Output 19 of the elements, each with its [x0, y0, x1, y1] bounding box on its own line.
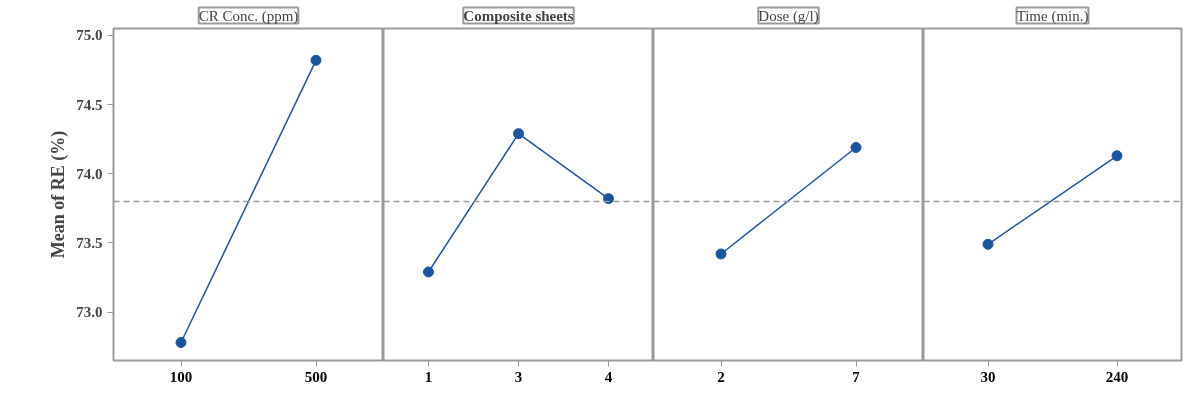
- x-tick-label: 2: [717, 368, 725, 385]
- chart-title: Dose (g/l): [758, 7, 819, 25]
- x-tick-label: 7: [852, 368, 861, 385]
- x-tick-label: 4: [604, 368, 613, 385]
- chart-title: CR Conc. (ppm): [198, 7, 299, 25]
- y-tick-label: 74.5: [76, 96, 103, 113]
- y-tick-label: 75.0: [76, 27, 103, 44]
- y-tick-label: 74.0: [76, 165, 103, 182]
- x-tick-label: 240: [1105, 368, 1129, 385]
- chart-title: Time (min.): [1016, 7, 1089, 25]
- x-tick-label: 30: [980, 368, 996, 385]
- chart-title: Composite sheets: [463, 7, 574, 24]
- y-tick-label: 73.5: [76, 234, 103, 251]
- x-tick-label: 100: [169, 368, 193, 385]
- x-tick-label: 1: [424, 368, 433, 385]
- x-tick-label: 3: [514, 368, 523, 385]
- x-tick-label: 500: [304, 368, 328, 385]
- y-axis-title: Mean of RE (%): [48, 130, 70, 259]
- y-tick-label: 73.0: [76, 304, 103, 321]
